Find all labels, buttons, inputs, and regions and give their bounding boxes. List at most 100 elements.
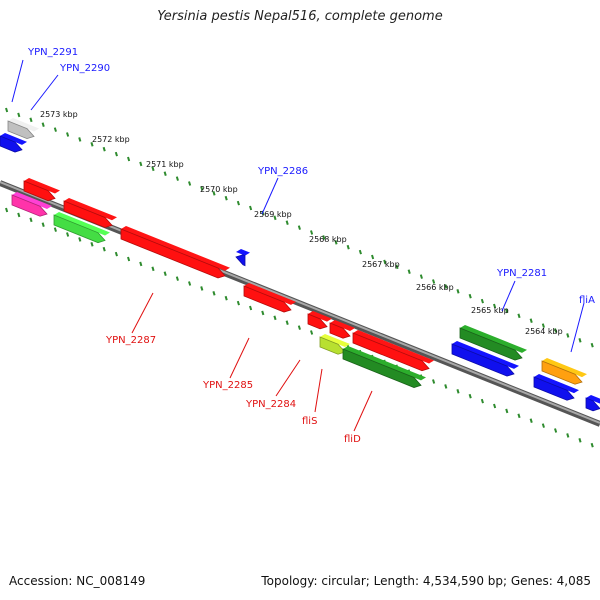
leader-top xyxy=(570,302,585,353)
outer-tick-mark xyxy=(346,244,350,250)
gene-blue-2-top xyxy=(452,341,519,369)
outer-tick-mark xyxy=(188,181,192,186)
inner-tick-mark xyxy=(127,256,131,262)
inner-tick-mark xyxy=(310,330,314,335)
outer-tick-mark xyxy=(529,318,533,324)
outer-tick-mark xyxy=(17,112,21,118)
inner-tick-mark xyxy=(505,408,509,414)
outer-tick-mark xyxy=(151,166,155,172)
inner-tick-mark xyxy=(17,212,21,218)
inner-tick-mark xyxy=(66,232,70,237)
inner-tick-mark xyxy=(41,222,45,227)
leader-bottom xyxy=(275,359,301,397)
outer-tick-mark xyxy=(127,156,131,162)
inner-tick-mark xyxy=(29,217,33,223)
outer-tick-mark xyxy=(66,132,70,137)
gene-ypn2281 xyxy=(459,327,523,361)
outer-tick-mark xyxy=(590,342,594,348)
outer-tick-mark xyxy=(566,333,570,338)
gene-blue-2 xyxy=(451,343,515,377)
gene-ypn2290-top xyxy=(8,118,39,132)
outer-tick-mark xyxy=(200,186,204,191)
gene-ypn2285 xyxy=(243,285,292,313)
inner-tick-ring xyxy=(5,207,594,448)
gene-label-bottom: fliS xyxy=(302,416,317,427)
outer-tick-mark xyxy=(78,137,82,142)
leader-bottom xyxy=(131,292,154,334)
outer-tick-mark xyxy=(249,205,253,211)
gene-ypn2284-top xyxy=(308,311,332,322)
outer-tick-mark xyxy=(554,328,558,333)
gene-flid-top xyxy=(343,346,426,381)
outer-tick-mark xyxy=(5,107,9,113)
outer-tick-mark xyxy=(285,220,289,225)
outer-tick-mark xyxy=(139,161,143,167)
outer-tick-mark xyxy=(456,289,460,294)
outer-tick-mark xyxy=(273,215,277,221)
outer-tick-ring xyxy=(5,107,594,348)
inner-tick-mark xyxy=(297,325,301,330)
inner-tick-mark xyxy=(541,423,545,428)
gene-ypn2291 xyxy=(0,135,23,153)
inner-tick-mark xyxy=(444,384,448,389)
gene-ypn2287 xyxy=(120,228,226,279)
outer-tick-mark xyxy=(224,195,228,201)
gene-ypn2286-top xyxy=(236,249,250,256)
inner-tick-mark xyxy=(90,242,94,247)
outer-tick-mark xyxy=(371,254,375,260)
outer-tick-mark xyxy=(102,146,106,152)
gene-label-bottom: YPN_2287 xyxy=(105,335,156,346)
gene-blue-3-top xyxy=(534,374,579,394)
gene-label-top: YPN_2281 xyxy=(496,268,547,279)
inner-tick-mark xyxy=(175,276,179,281)
inner-tick-mark xyxy=(139,261,143,267)
outer-tick-mark xyxy=(322,235,326,240)
gene-label-top: fliA xyxy=(579,295,595,306)
gene-red-long-top xyxy=(353,330,434,364)
outer-tick-mark xyxy=(90,142,94,147)
gene-flis-top xyxy=(320,334,350,348)
gene-red-small-top xyxy=(330,320,355,332)
scale-label: 2570 kbp xyxy=(200,185,238,194)
inner-tick-mark xyxy=(212,291,216,296)
leader-bottom xyxy=(229,337,250,379)
gene-ypn2291-top xyxy=(0,133,27,145)
inner-tick-mark xyxy=(188,281,192,286)
gene-flia-top xyxy=(542,358,587,378)
outer-tick-mark xyxy=(480,298,484,304)
leader-bottom xyxy=(314,368,323,413)
inner-tick-mark xyxy=(151,266,155,272)
gene-ypn2287-top xyxy=(121,226,230,271)
outer-tick-mark xyxy=(310,230,314,235)
gene-label-top: YPN_2286 xyxy=(257,166,308,177)
outer-tick-mark xyxy=(53,127,57,132)
outer-tick-mark xyxy=(297,225,301,230)
inner-tick-mark xyxy=(236,300,240,306)
scale-label: 2565 kbp xyxy=(471,306,509,315)
outer-tick-mark xyxy=(236,200,240,206)
inner-tick-mark xyxy=(566,433,570,438)
label-leaders xyxy=(11,59,585,432)
inner-tick-mark xyxy=(200,286,204,291)
gene-ypn2285-top xyxy=(244,283,296,305)
inner-tick-mark xyxy=(590,442,594,448)
inner-tick-mark xyxy=(114,251,118,257)
gene-flid xyxy=(342,348,422,388)
leader-bottom xyxy=(353,390,373,432)
gene-red-long xyxy=(352,332,430,372)
scale-label: 2568 kbp xyxy=(309,235,347,244)
inner-tick-mark xyxy=(163,271,167,276)
gene-ypn2290 xyxy=(7,120,35,140)
scale-label: 2569 kbp xyxy=(254,210,292,219)
inner-tick-mark xyxy=(480,398,484,404)
scale-label: 2571 kbp xyxy=(146,160,184,169)
outer-tick-mark xyxy=(505,308,509,314)
outer-tick-mark xyxy=(383,259,387,265)
scale-labels: 2573 kbp 2572 kbp 2571 kbp 2570 kbp 2569 kbp… xyxy=(40,110,563,336)
gene-ypn2284 xyxy=(307,313,328,330)
outer-tick-mark xyxy=(578,338,582,343)
gene-light-green xyxy=(53,214,106,244)
leader-top xyxy=(261,177,279,215)
gene-label-bottom: YPN_2284 xyxy=(245,399,296,410)
